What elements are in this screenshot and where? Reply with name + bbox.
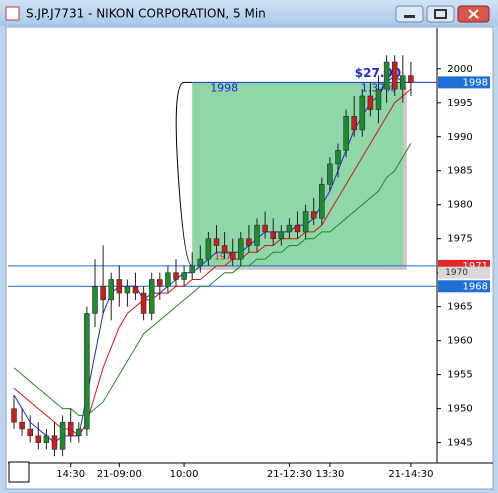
y-tick-label: 1945 (447, 438, 472, 449)
x-tick-label: 10:00 (170, 469, 199, 480)
price-marker-label: 1968 (463, 281, 488, 292)
box-bottom-label: 1971 (214, 252, 237, 262)
y-tick-label: 1990 (447, 132, 472, 143)
candle-body (351, 116, 357, 131)
candle-body (197, 258, 204, 267)
y-tick-label: 2000 (447, 64, 472, 75)
candle-body (148, 279, 155, 314)
corner-box (8, 461, 30, 483)
candle-body (67, 421, 74, 437)
price-marker-label: 1970 (445, 268, 468, 278)
candle-body (229, 252, 236, 260)
candle-body (19, 421, 25, 430)
candle-body (205, 238, 212, 260)
candle-body (157, 279, 163, 287)
candle-body (59, 421, 66, 450)
candle-body (375, 88, 382, 110)
candle-body (319, 184, 325, 219)
candle-body (221, 245, 228, 253)
candle-body (246, 238, 252, 246)
candle-body (124, 286, 131, 294)
candle-body (189, 265, 195, 273)
candle-body (213, 238, 220, 246)
candle-body (262, 224, 268, 233)
maximize-button[interactable] (426, 5, 455, 23)
y-tick-label: 1980 (447, 200, 472, 211)
minimize-icon (404, 15, 415, 18)
y-tick-label: 1975 (447, 234, 472, 245)
x-tick-label: 13:30 (315, 469, 344, 480)
maximize-icon (434, 9, 447, 19)
candle-body (238, 238, 244, 260)
candle-body (278, 231, 285, 239)
candle-body (367, 95, 374, 110)
candle-body (27, 428, 33, 437)
box-top-label: 1998 (210, 81, 238, 94)
candle-body (92, 286, 98, 314)
y-tick-label: 1960 (447, 336, 472, 347)
price-marker-label: 1998 (463, 77, 488, 88)
box-bracket (175, 81, 193, 267)
candle-body (173, 272, 179, 280)
candle-body (100, 286, 106, 301)
y-tick-label: 1950 (447, 404, 472, 415)
candle-body (294, 224, 301, 233)
window-icon (5, 6, 20, 21)
candle-body (76, 428, 82, 437)
candle-body (286, 224, 293, 233)
candle-body (254, 224, 260, 246)
candle-body (310, 211, 317, 219)
x-tick-label: 14:30 (56, 469, 85, 480)
price-marker-label: 1971 (463, 261, 488, 272)
candle-body (132, 286, 139, 294)
window-title: S.JP.J7731 - NIKON CORPORATION, 5 Min (26, 7, 266, 21)
candle-body (270, 231, 276, 239)
x-tick-label: 21-14:30 (388, 469, 433, 480)
price-marker (438, 76, 490, 89)
candle-body (140, 292, 147, 314)
x-tick-label: 21-09:00 (97, 469, 142, 480)
price-marker (438, 266, 490, 279)
candle-body (35, 435, 42, 443)
y-tick-label: 1955 (447, 370, 472, 381)
price-marker (438, 280, 490, 293)
y-tick-label: 1985 (447, 166, 472, 177)
candle-body (11, 408, 17, 423)
candle-body (335, 150, 341, 165)
candle-body (327, 163, 333, 185)
candle-body (359, 95, 366, 131)
moving-average (13, 143, 412, 416)
close-icon (468, 9, 479, 19)
candle-body (181, 272, 187, 280)
minimize-button[interactable] (395, 5, 424, 23)
candle-body (343, 116, 349, 151)
candle-body (383, 61, 390, 90)
candle-body (84, 313, 90, 430)
candle-body (51, 435, 58, 450)
candle-body (116, 279, 123, 294)
candle-body (43, 435, 50, 443)
candle-body (391, 61, 398, 90)
candle-body (165, 272, 171, 287)
box-change: $27.00 (355, 66, 401, 80)
candle-body (408, 75, 414, 83)
y-tick-label: 1995 (447, 98, 472, 109)
candle-body (108, 279, 114, 301)
candle-body (400, 75, 406, 90)
y-tick-label: 1965 (447, 302, 472, 313)
candle-body (302, 211, 309, 233)
x-tick-label: 21-12:30 (267, 469, 312, 480)
